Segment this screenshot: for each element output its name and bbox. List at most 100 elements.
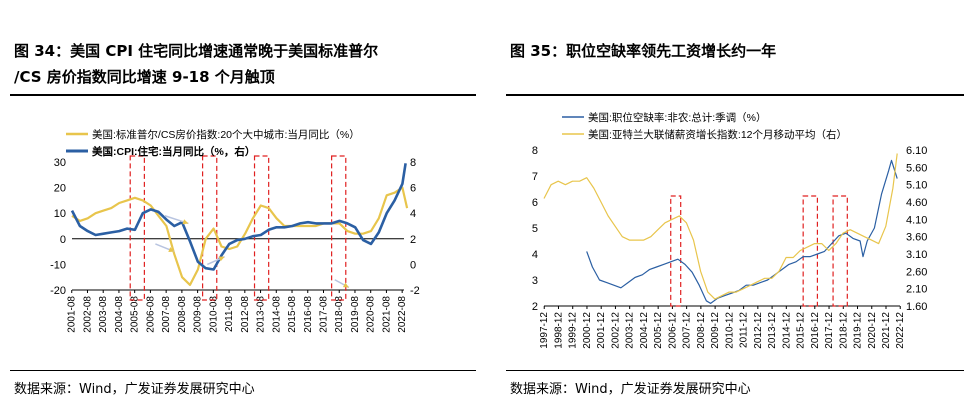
annotation-arrow-head <box>182 219 189 225</box>
x-tick-label: 2008-08 <box>177 296 188 333</box>
x-tick-label: 2006-12 <box>667 312 678 349</box>
y-right-tick-label: 2.10 <box>906 284 927 296</box>
y-left-tick-label: 5 <box>532 223 538 235</box>
x-tick-label: 2017-12 <box>824 312 835 349</box>
x-tick-label: 2003-08 <box>98 296 109 333</box>
dashed-highlight-box <box>331 155 347 301</box>
right-figure-title: 图 35：职位空缺率领先工资增长约一年 <box>510 42 777 60</box>
x-tick-label: 2008-12 <box>696 312 707 349</box>
x-tick-label: 2011-08 <box>224 296 235 332</box>
y-left-tick-label: 0 <box>60 234 66 246</box>
left-figure: 图 34：美国 CPI 住宅同比增速通常晚于美国标准普尔 /CS 房价指数同比增… <box>10 42 476 397</box>
x-tick-label: 2021-12 <box>881 312 892 349</box>
x-tick-label: 2018-12 <box>838 312 849 349</box>
y-right-tick-label: 2.60 <box>906 266 927 278</box>
x-tick-label: 2015-12 <box>796 312 807 349</box>
x-tick-label: 2005-08 <box>130 296 141 333</box>
left-source-rule <box>10 370 476 371</box>
x-tick-label: 2007-12 <box>682 312 693 349</box>
right-source-note: 数据来源：Wind，广发证券发展研究中心 <box>510 382 751 397</box>
x-tick-label: 2021-08 <box>381 296 392 333</box>
x-tick-label: 2014-08 <box>271 296 282 333</box>
y-left-tick-label: 10 <box>54 208 66 220</box>
series-line-1 <box>71 186 409 286</box>
x-tick-label: 2005-12 <box>653 312 664 349</box>
x-tick-label: 2003-12 <box>625 312 636 349</box>
y-left-tick-label: 30 <box>54 157 66 169</box>
x-tick-label: 2004-08 <box>114 296 125 333</box>
x-tick-label: 2019-08 <box>350 296 361 333</box>
x-tick-label: 2016-12 <box>810 312 821 349</box>
x-tick-label: 1997-12 <box>539 312 550 349</box>
y-right-tick-label: 5.60 <box>906 162 927 174</box>
x-tick-label: 2015-08 <box>287 296 298 333</box>
x-tick-label: 2018-08 <box>334 296 345 333</box>
y-right-tick-label: 6.10 <box>906 145 927 157</box>
x-tick-label: 2002-12 <box>610 312 621 349</box>
dashed-highlight-box <box>832 195 848 307</box>
x-tick-label: 2004-12 <box>639 312 650 349</box>
legend-label-1: 美国:标准普尔/CS房价指数:20个大中城市:当月同比（%） <box>92 128 360 141</box>
right-source-rule <box>506 370 964 371</box>
x-tick-label: 2009-12 <box>710 312 721 349</box>
x-tick-label: 2002-08 <box>82 296 93 333</box>
dashed-highlight-box <box>253 155 270 301</box>
annotation-arrow-head <box>168 247 175 252</box>
x-tick-label: 1998-12 <box>553 312 564 349</box>
y-left-tick-label: 20 <box>54 183 66 195</box>
y-right-tick-label: 6 <box>410 183 416 195</box>
x-tick-label: 2019-12 <box>853 312 864 349</box>
x-tick-label: 2009-08 <box>193 296 204 333</box>
legend-label-1: 美国:职位空缺率:非农:总计:季调（%） <box>588 111 767 124</box>
x-tick-label: 2022-12 <box>895 312 906 349</box>
right-chart: 2 3 4 5 6 7 8 1.60 2.10 2.60 3.10 3.60 4.10 4.60 5.10 5… <box>532 111 928 349</box>
y-left-tick-label: -20 <box>50 285 66 297</box>
dashed-highlight-box <box>129 155 145 301</box>
x-tick-label: 2013-12 <box>767 312 778 349</box>
y-left-tick-label: 6 <box>532 197 538 209</box>
y-right-tick-label: 5.10 <box>906 180 927 192</box>
left-figure-title-line2: /CS 房价指数同比增速 9-18 个月触顶 <box>14 68 275 86</box>
legend-label-2: 美国:CPI:住宅:当月同比（%，右） <box>92 145 255 158</box>
left-source-note: 数据来源：Wind，广发证券发展研究中心 <box>14 382 255 397</box>
left-title-rule <box>10 94 476 96</box>
y-right-tick-label: 4.10 <box>906 214 927 226</box>
x-tick-label: 2020-12 <box>867 312 878 349</box>
annotation-arrow-head <box>218 256 225 262</box>
x-tick-label: 2000-12 <box>582 312 593 349</box>
series-line-2 <box>70 163 407 271</box>
y-left-tick-label: 4 <box>532 249 538 261</box>
y-right-tick-label: 4.60 <box>906 197 927 209</box>
x-tick-label: 2010-12 <box>724 312 735 349</box>
y-right-tick-label: -2 <box>410 285 420 297</box>
dashed-highlight-box <box>201 155 218 301</box>
dashed-highlight-box <box>802 195 819 307</box>
right-title-rule <box>506 94 964 96</box>
x-tick-label: 2017-08 <box>318 296 329 333</box>
y-left-tick-label: 7 <box>532 171 538 183</box>
y-left-tick-label: 8 <box>532 145 538 157</box>
y-right-tick-label: 3.60 <box>906 232 927 244</box>
x-tick-label: 2020-08 <box>366 296 377 333</box>
x-tick-label: 2012-08 <box>240 296 251 333</box>
series-line-1 <box>586 159 898 304</box>
x-tick-label: 2012-12 <box>753 312 764 349</box>
y-right-tick-label: 3.10 <box>906 249 927 261</box>
series-line-2 <box>543 153 898 300</box>
x-tick-label: 1999-12 <box>568 312 579 349</box>
x-tick-label: 2011-12 <box>739 312 750 348</box>
x-tick-label: 2001-08 <box>67 296 78 333</box>
dashed-highlight-box <box>670 195 682 307</box>
y-right-tick-label: 1.60 <box>906 301 927 313</box>
y-right-tick-label: 4 <box>410 208 416 220</box>
annotation-arrow-head <box>342 282 349 288</box>
x-tick-label: 2007-08 <box>161 296 172 333</box>
x-tick-label: 2016-08 <box>303 296 314 333</box>
x-tick-label: 2013-08 <box>256 296 267 333</box>
y-left-tick-label: 3 <box>532 275 538 287</box>
x-tick-label: 2001-12 <box>596 312 607 349</box>
x-tick-label: 2022-08 <box>397 296 408 333</box>
x-tick-label: 2006-08 <box>145 296 156 333</box>
x-tick-label: 2014-12 <box>781 312 792 349</box>
